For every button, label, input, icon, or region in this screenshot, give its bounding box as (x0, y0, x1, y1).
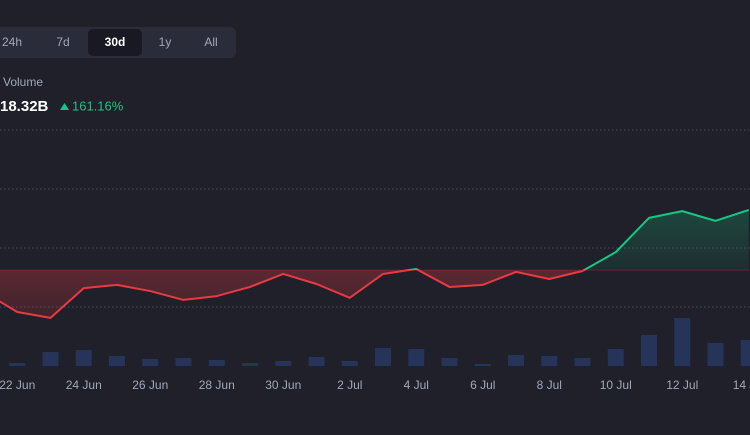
volume-bar (674, 318, 691, 366)
tab[interactable]: 1y (159, 35, 172, 49)
volume-bar (441, 358, 458, 366)
tab[interactable]: All (204, 35, 217, 49)
x-tick-label: 28 Jun (199, 378, 235, 392)
x-tick-label: 26 Jun (132, 378, 168, 392)
x-tick-label: 8 Jul (537, 378, 562, 392)
volume-bar (408, 349, 425, 366)
volume-bar (375, 348, 391, 366)
x-tick-label: 6 Jul (470, 378, 495, 392)
x-tick-label: 4 Jul (404, 378, 429, 392)
price-line (0, 208, 750, 319)
volume-bar (508, 355, 524, 366)
volume-bar (308, 357, 325, 366)
volume-bar (541, 356, 558, 366)
volume-bar (9, 363, 26, 366)
tab-selected-bg (88, 29, 142, 56)
volume-bar (740, 340, 750, 366)
volume-bar (208, 360, 225, 366)
volume-bar (607, 349, 624, 366)
volume-bar (109, 356, 125, 366)
metric-value: 18.32B (0, 98, 49, 115)
volume-bar (641, 335, 657, 366)
x-tick-label: 2 Jul (337, 378, 362, 392)
volume-bar (707, 343, 724, 366)
volume-bar (175, 358, 192, 366)
volume-bar (474, 364, 491, 366)
x-tick-label: 10 Jul (600, 378, 632, 392)
volume-bar (341, 361, 358, 366)
volume-bar (275, 361, 292, 366)
x-tick-label: 24 Jun (66, 378, 102, 392)
volume-bar (242, 363, 258, 366)
tab[interactable]: 30d (105, 35, 126, 49)
x-tick-label: 30 Jun (265, 378, 301, 392)
volume-bar (142, 359, 159, 366)
volume-bar (574, 358, 591, 366)
volume-bar (75, 350, 92, 366)
tab[interactable]: 7d (56, 35, 69, 49)
metric-label: Volume (3, 75, 43, 89)
x-tick-label: 12 Jul (666, 378, 698, 392)
metric-change: 161.16% (72, 98, 124, 113)
x-tick-label: 22 Jun (0, 378, 35, 392)
tab[interactable]: 24h (2, 35, 22, 49)
volume-bar (42, 352, 59, 366)
area-fill (0, 209, 749, 318)
up-arrow (60, 103, 69, 110)
x-tick-label: 14 Jul (733, 378, 750, 392)
